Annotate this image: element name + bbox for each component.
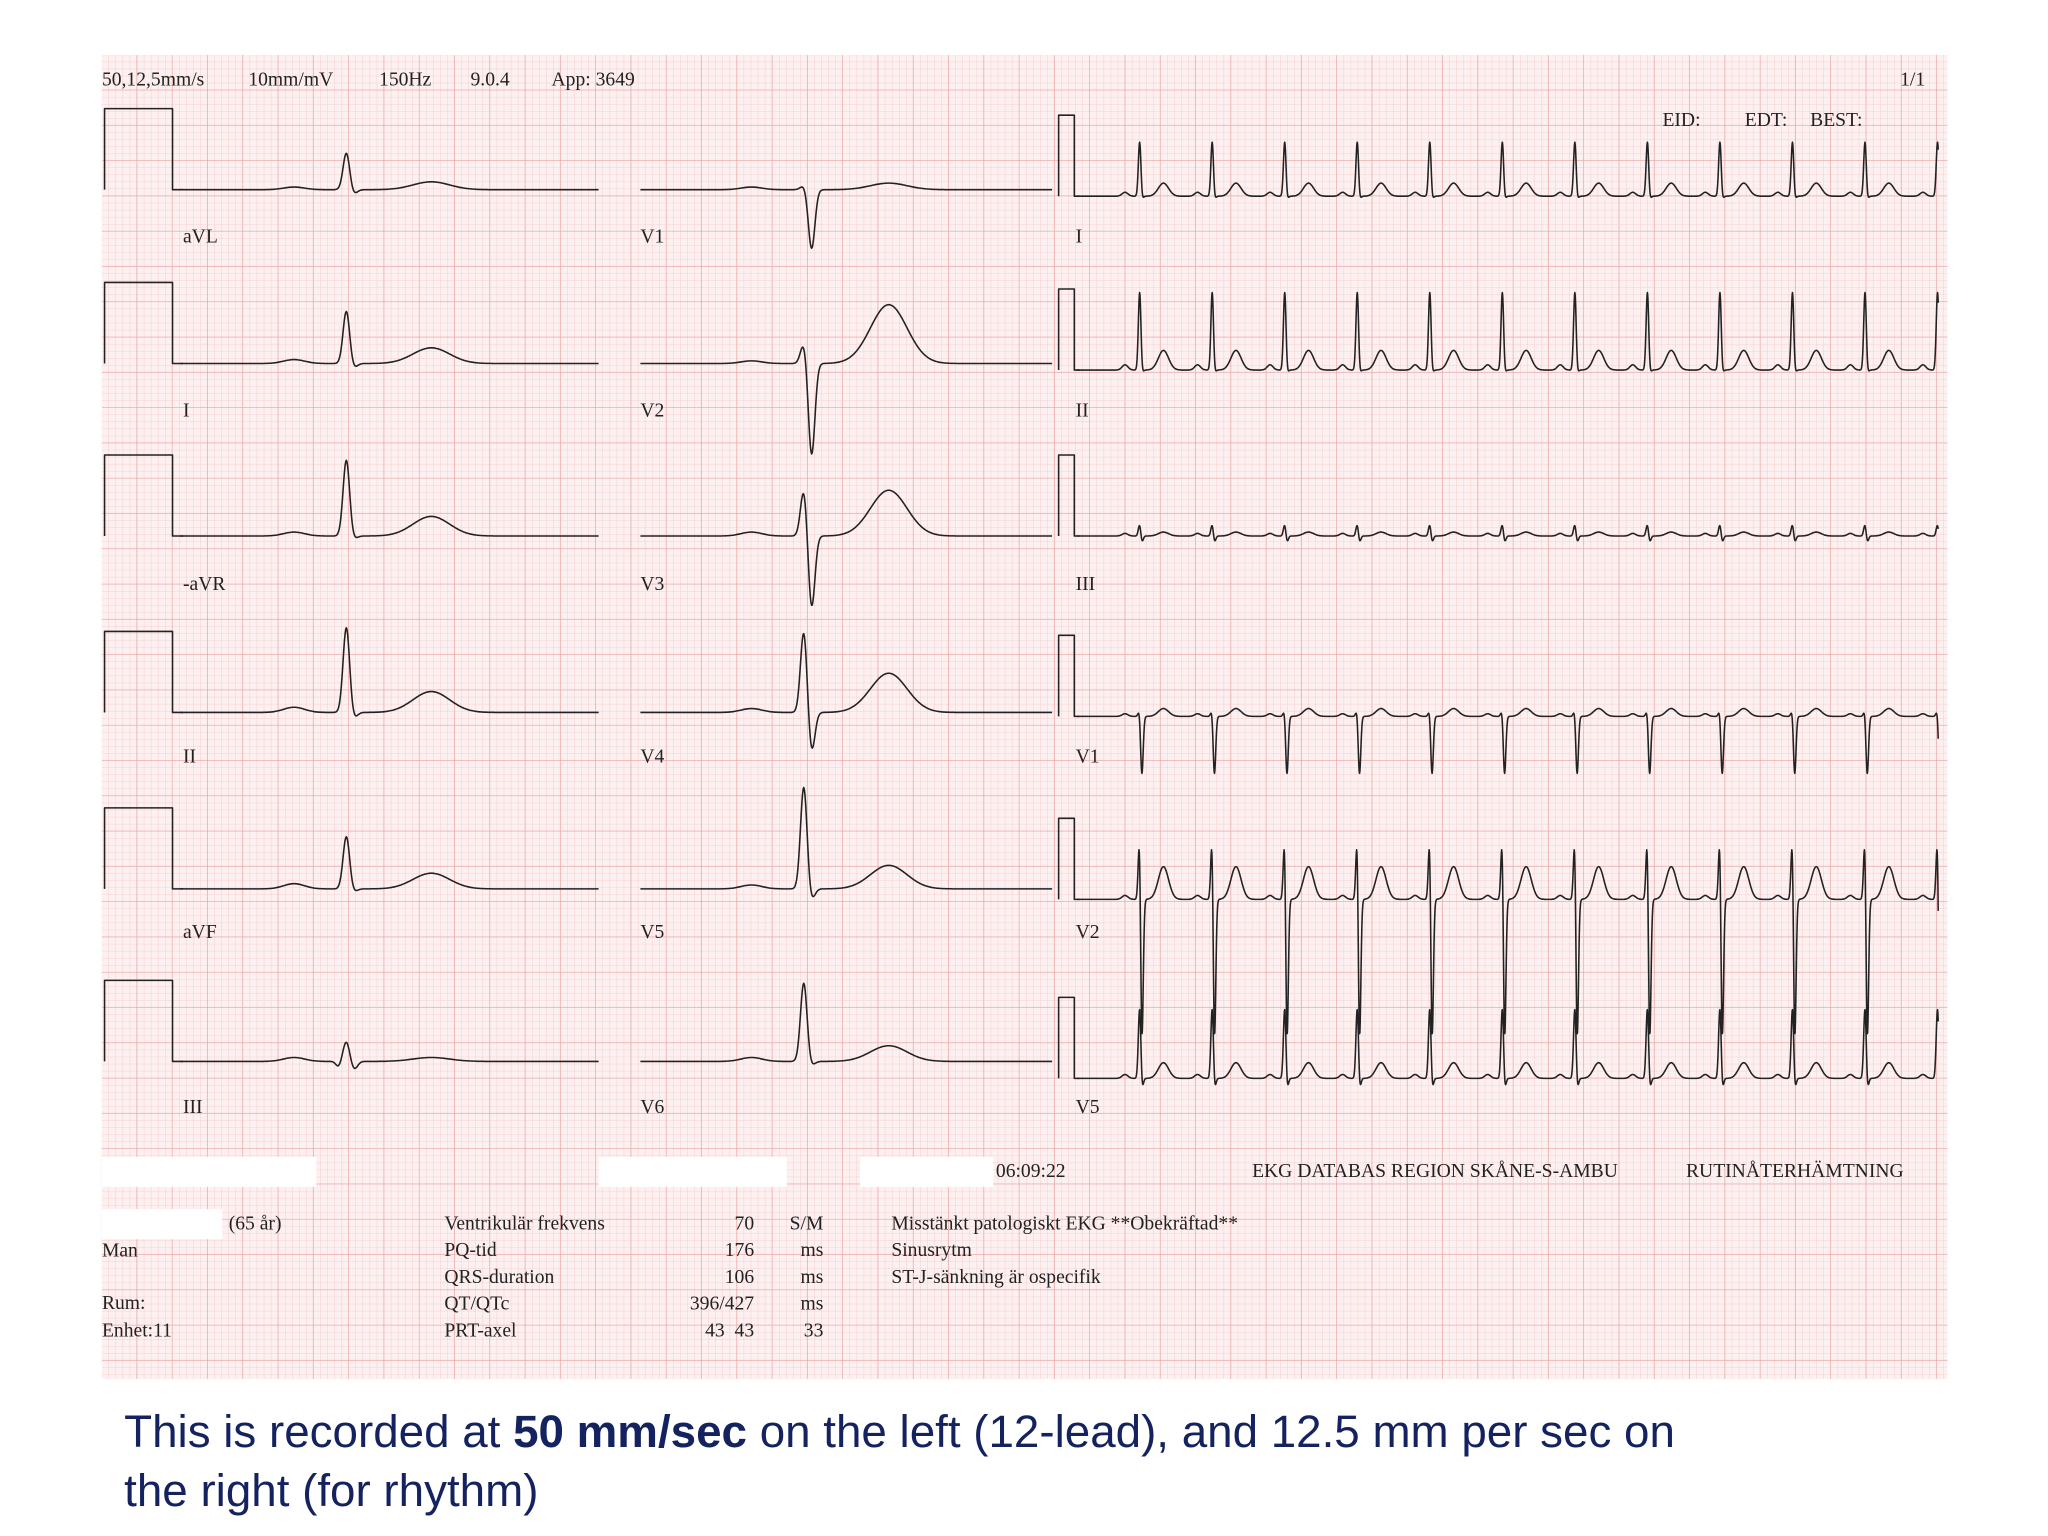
calibration-pulse (1057, 634, 1080, 718)
redaction (859, 1156, 994, 1187)
lead-label: -aVR (183, 574, 226, 595)
lead-label: V1 (640, 227, 664, 248)
ecg-trace (640, 489, 1053, 607)
retrieval-mode: RUTINÅTERHÄMTNING (1686, 1161, 1904, 1182)
ecg-trace (1076, 141, 1939, 199)
patient-unit: Enhet:11 (102, 1320, 172, 1341)
header-id: EID: (1662, 110, 1700, 131)
ecg-trace (180, 152, 599, 194)
ecg-trace (640, 786, 1053, 898)
ecg-trace (180, 835, 599, 892)
lead-label: V2 (1076, 922, 1100, 943)
lead-label: I (183, 400, 190, 421)
header-setting: 9.0.4 (471, 70, 510, 91)
caption-text: on the left (12-lead), and 12.5 mm per s… (747, 1406, 1675, 1457)
patient-sex: Man (102, 1241, 138, 1262)
calibration-pulse (103, 107, 183, 191)
ecg-trace (180, 626, 599, 717)
lead-label: V1 (1076, 747, 1100, 768)
page-number: 1/1 (1900, 70, 1925, 91)
patient-room: Rum: (102, 1293, 146, 1314)
caption-line: the right (for rhythm) (124, 1465, 538, 1516)
measurement-value: 106 (725, 1267, 755, 1288)
calibration-pulse (103, 281, 183, 365)
lead-label: aVL (183, 227, 218, 248)
measurement-value: 176 (725, 1240, 755, 1261)
interpretation: Misstänkt patologiskt EKG **Obekräftad** (891, 1213, 1238, 1234)
lead-label: V3 (640, 574, 664, 595)
header-setting: 10mm/mV (248, 70, 333, 91)
redactions (101, 1156, 994, 1240)
ecg-trace (180, 459, 599, 539)
calibration-pulse (1057, 288, 1080, 371)
interpretation: Sinusrytm (891, 1240, 972, 1261)
header-setting: 50,12,5mm/s (102, 70, 204, 91)
measurement-unit: ms (801, 1240, 824, 1261)
measurement-value: 70 (735, 1213, 755, 1234)
measurement-unit: S/M (790, 1213, 824, 1234)
header-setting: App: 3649 (552, 70, 635, 91)
ecg-trace (1076, 291, 1939, 372)
lead-label: V5 (1076, 1097, 1100, 1118)
lead-label: V4 (640, 747, 664, 768)
redaction (101, 1156, 317, 1187)
measurement-value: 43 43 (705, 1320, 754, 1341)
calibration-pulse (1057, 454, 1080, 537)
calibration-pulse (103, 979, 183, 1063)
header-id: BEST: (1810, 110, 1862, 131)
calibration-pulse (103, 630, 183, 714)
measurement-unit: ms (801, 1294, 824, 1315)
header-setting: 150Hz (379, 70, 432, 91)
calibration-pulse (1057, 114, 1080, 197)
measurement-name: Ventrikulär frekvens (444, 1213, 604, 1234)
measurement-name: PRT-axel (444, 1320, 517, 1341)
interpretation: ST-J-sänkning är ospecifik (891, 1267, 1101, 1288)
measurement-name: QRS-duration (444, 1267, 554, 1288)
ecg-trace (640, 632, 1053, 749)
caption-text: the right (for rhythm) (124, 1465, 538, 1516)
lead-label: II (183, 747, 196, 768)
measurement-name: QT/QTc (444, 1294, 509, 1315)
ecg-trace (180, 310, 599, 368)
lead-label: I (1076, 227, 1083, 248)
lead-label: V5 (640, 922, 664, 943)
redaction (101, 1209, 223, 1240)
ecg-trace (640, 182, 1053, 250)
ecg-trace (640, 982, 1053, 1065)
calibration-pulse (1057, 996, 1080, 1080)
caption-text: 50 mm/sec (513, 1406, 747, 1457)
calibration-pulse (103, 807, 183, 890)
measurement-name: PQ-tid (444, 1240, 496, 1261)
caption-text: This is recorded at (124, 1406, 513, 1457)
measurement-value: 396/427 (690, 1294, 754, 1315)
recording-time: 06:09:22 (996, 1161, 1066, 1182)
database: EKG DATABAS REGION SKÅNE-S-AMBU (1252, 1161, 1618, 1182)
patient-age: (65 år) (229, 1213, 282, 1234)
ecg-trace (640, 303, 1053, 455)
calibration-pulse (103, 454, 183, 537)
calibration-pulse (1057, 817, 1080, 901)
measurement-unit: ms (801, 1267, 824, 1288)
lead-label: aVF (183, 922, 217, 943)
lead-label: II (1076, 400, 1089, 421)
redaction (598, 1156, 787, 1187)
header-id: EDT: (1745, 110, 1788, 131)
ecg-trace (1076, 849, 1939, 1035)
ecg-trace (1076, 1008, 1939, 1086)
ecg-trace (1076, 707, 1939, 775)
caption-line: This is recorded at 50 mm/sec on the lef… (124, 1406, 1675, 1457)
measurement-unit: 33 (804, 1320, 824, 1341)
lead-label: V2 (640, 400, 664, 421)
ecg-trace (180, 1041, 599, 1070)
lead-label: III (183, 1097, 203, 1118)
lead-label: V6 (640, 1097, 664, 1118)
ecg-trace (1076, 524, 1939, 542)
lead-label: III (1076, 574, 1096, 595)
